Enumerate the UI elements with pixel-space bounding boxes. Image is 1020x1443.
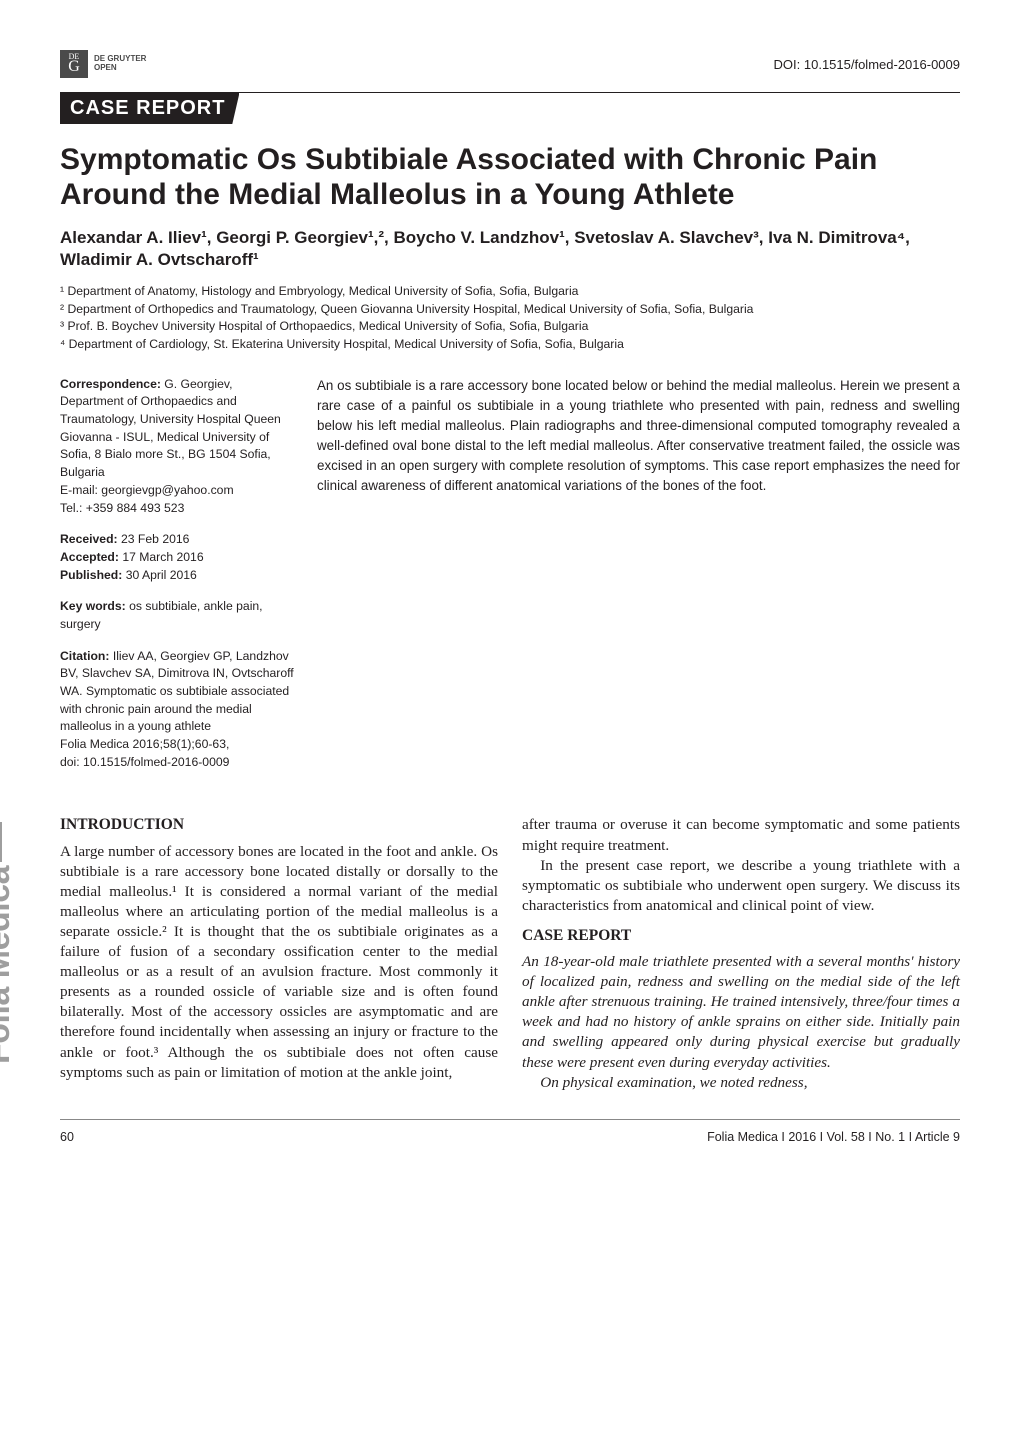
accepted-label: Accepted: — [60, 550, 119, 564]
page-number: 60 — [60, 1130, 74, 1144]
citation-label: Citation: — [60, 649, 109, 663]
published-value: 30 April 2016 — [126, 568, 197, 582]
received-label: Received: — [60, 532, 118, 546]
affiliations: ¹ Department of Anatomy, Histology and E… — [60, 283, 960, 354]
correspondence-tel: Tel.: +359 884 493 523 — [60, 501, 184, 515]
dates-block: Received: 23 Feb 2016 Accepted: 17 March… — [60, 531, 295, 584]
affiliation: ⁴ Department of Cardiology, St. Ekaterin… — [60, 336, 960, 354]
logo-text-1: DE GRUYTER — [94, 54, 146, 63]
section-bar: CASE REPORT — [60, 93, 239, 124]
keywords-block: Key words: os subtibiale, ankle pain, su… — [60, 598, 295, 633]
publisher-logo-mark: DE G — [60, 50, 88, 78]
accepted-value: 17 March 2016 — [122, 550, 203, 564]
logo-text-2: OPEN — [94, 63, 117, 72]
journal-brand-text: Folia Medica — [0, 866, 17, 1064]
footer: 60 Folia Medica I 2016 I Vol. 58 I No. 1… — [60, 1130, 960, 1144]
correspondence-label: Correspondence: — [60, 377, 161, 391]
affiliation: ³ Prof. B. Boychev University Hospital o… — [60, 318, 960, 336]
intro-heading: INTRODUCTION — [60, 815, 498, 835]
doi: DOI: 10.1515/folmed-2016-0009 — [774, 57, 960, 72]
case-paragraph: On physical examination, we noted rednes… — [522, 1073, 960, 1093]
correspondence-block: Correspondence: G. Georgiev, Department … — [60, 376, 295, 518]
correspondence-email: E-mail: georgievgp@yahoo.com — [60, 483, 234, 497]
publisher-logo: DE G DE GRUYTER OPEN — [60, 50, 146, 78]
journal-brand-vertical: Folia Medica — [0, 822, 18, 1064]
case-paragraph: An 18-year-old male triathlete presented… — [522, 952, 960, 1072]
footer-rule — [60, 1119, 960, 1120]
abstract: An os subtibiale is a rare accessory bon… — [317, 376, 960, 786]
keywords-label: Key words: — [60, 599, 126, 613]
body-text: INTRODUCTION A large number of accessory… — [60, 815, 960, 1092]
intro-paragraph: A large number of accessory bones are lo… — [60, 842, 498, 1083]
article-title: Symptomatic Os Subtibiale Associated wit… — [60, 142, 960, 213]
citation-block: Citation: Iliev AA, Georgiev GP, Landzho… — [60, 648, 295, 772]
header-rule — [60, 92, 960, 93]
published-label: Published: — [60, 568, 122, 582]
citation-ref: Folia Medica 2016;58(1);60-63, — [60, 737, 229, 751]
sidebar: Correspondence: G. Georgiev, Department … — [60, 376, 295, 786]
authors: Alexandar A. Iliev¹, Georgi P. Georgiev¹… — [60, 227, 960, 271]
correspondence-value: G. Georgiev, Department of Orthopaedics … — [60, 377, 281, 479]
citation-doi: doi: 10.1515/folmed-2016-0009 — [60, 755, 229, 769]
intro-paragraph-cont: after trauma or overuse it can become sy… — [522, 815, 960, 855]
received-value: 23 Feb 2016 — [121, 532, 189, 546]
affiliation: ¹ Department of Anatomy, Histology and E… — [60, 283, 960, 301]
footer-citation: Folia Medica I 2016 I Vol. 58 I No. 1 I … — [707, 1130, 960, 1144]
case-heading: CASE REPORT — [522, 926, 960, 946]
logo-mark-bottom: G — [68, 58, 80, 75]
intro-paragraph: In the present case report, we describe … — [522, 856, 960, 916]
publisher-logo-text: DE GRUYTER OPEN — [94, 55, 146, 73]
affiliation: ² Department of Orthopedics and Traumato… — [60, 301, 960, 319]
